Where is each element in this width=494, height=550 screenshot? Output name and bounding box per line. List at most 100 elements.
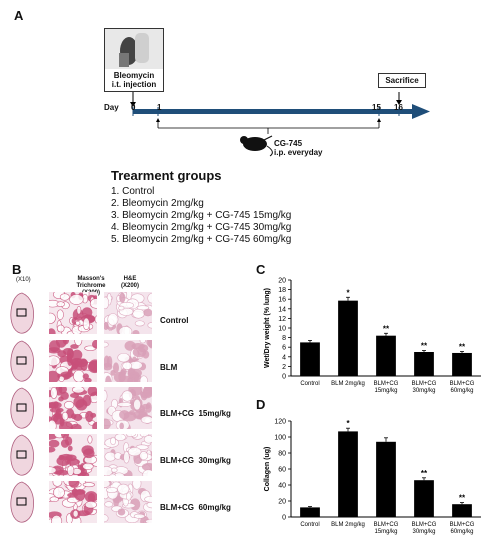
x-tick-label: 60mg/kg <box>450 529 473 535</box>
y-axis-label: Wet/Dry weight (% lung) <box>264 288 271 368</box>
y-tick-label: 120 <box>274 419 286 426</box>
bar <box>452 352 472 376</box>
significance-marker: * <box>346 288 350 297</box>
row-label-cg60: BLM+CG 60mg/kg <box>160 503 231 512</box>
bar <box>300 507 320 517</box>
injection-photo: Bleomycin i.t. injection <box>104 28 164 92</box>
timeline-bar <box>133 109 413 114</box>
x-tick-label: 30mg/kg <box>412 529 435 535</box>
panel-c-letter: C <box>256 262 266 277</box>
bar <box>300 342 320 376</box>
x-tick-label: BLM 2mg/kg <box>331 522 365 528</box>
x-tick-label: 15mg/kg <box>374 529 397 535</box>
row-label-cg15: BLM+CG 15mg/kg <box>160 409 231 418</box>
significance-marker: * <box>346 419 350 428</box>
group-item: 3. Bleomycin 2mg/kg + CG-745 15mg/kg <box>111 210 292 221</box>
group-item: 2. Bleomycin 2mg/kg <box>111 198 204 209</box>
x-tick-label: 60mg/kg <box>450 388 473 394</box>
chart-collagen: 0 20 40 60 80 100 120 Collagen (ug) Control * BLM … <box>264 419 481 535</box>
x-tick-label: Control <box>300 381 319 387</box>
x-tick-label: BLM+CG <box>374 522 399 528</box>
he-header: H&E (X200) <box>110 276 150 290</box>
bar <box>414 352 434 376</box>
y-tick-label: 10 <box>278 326 286 333</box>
injection-label-2: i.t. injection <box>111 80 157 89</box>
x-tick-label: Control <box>300 522 319 528</box>
treatment-label: CG-745 i.p. everyday <box>274 139 322 157</box>
masson-trichrome-image <box>49 434 97 476</box>
injection-illustration <box>105 29 163 69</box>
y-tick-label: 20 <box>278 499 286 506</box>
group-item: 4. Bleomycin 2mg/kg + CG-745 30mg/kg <box>111 222 292 233</box>
x-tick-label: BLM+CG <box>450 522 475 528</box>
treatment-label-2: i.p. everyday <box>274 148 323 157</box>
y-tick-label: 80 <box>278 451 286 458</box>
masson-trichrome-image <box>49 481 97 523</box>
x-tick-label: 15mg/kg <box>374 388 397 394</box>
y-tick-label: 16 <box>278 297 286 304</box>
day-tick-16: 16 <box>394 103 403 112</box>
bar <box>338 300 358 376</box>
y-axis-label: Collagen (ug) <box>264 447 271 492</box>
masson-trichrome-image <box>49 340 97 382</box>
y-tick-label: 14 <box>278 306 286 313</box>
y-tick-label: 40 <box>278 483 286 490</box>
significance-marker: ** <box>459 343 466 352</box>
significance-marker: ** <box>421 469 428 478</box>
injection-label-1: Bleomycin <box>113 71 155 80</box>
group-item: 1. Control <box>111 186 155 197</box>
y-tick-label: 18 <box>278 287 286 294</box>
panel-d-letter: D <box>256 397 266 412</box>
group-item: 5. Bleomycin 2mg/kg + CG-745 60mg/kg <box>111 234 292 245</box>
bar <box>414 480 434 517</box>
lung-whole-thumbnail <box>10 340 34 382</box>
significance-marker: ** <box>421 342 428 351</box>
day-tick-0: 0 <box>131 103 136 112</box>
whole-mag-label: (X10) <box>16 277 31 283</box>
day-label: Day <box>104 103 119 112</box>
bar <box>452 504 472 517</box>
y-tick-label: 6 <box>282 345 286 352</box>
masson-title: Masson's Trichrome <box>76 276 106 289</box>
groups-title: Trearment groups <box>111 168 222 183</box>
y-tick-label: 12 <box>278 316 286 323</box>
y-tick-label: 8 <box>282 335 286 342</box>
timeline-arrowhead <box>412 104 430 119</box>
panel-b-letter: B <box>12 262 22 277</box>
significance-marker: ** <box>459 494 466 503</box>
y-tick-label: 20 <box>278 278 286 285</box>
he-stain-image <box>104 481 152 523</box>
lung-whole-thumbnail <box>10 434 34 476</box>
bar <box>376 335 396 376</box>
y-tick-label: 0 <box>282 515 286 522</box>
row-label-control: Control <box>160 316 189 325</box>
row-label-blm: BLM <box>160 363 178 372</box>
he-stain-image <box>104 292 152 334</box>
he-stain-image <box>104 387 152 429</box>
x-tick-label: BLM+CG <box>374 381 399 387</box>
bar <box>376 441 396 517</box>
x-tick-label: BLM 2mg/kg <box>331 381 365 387</box>
y-tick-label: 100 <box>274 435 286 442</box>
masson-trichrome-image <box>49 292 97 334</box>
mouse-icon <box>240 135 273 157</box>
row-label-cg30: BLM+CG 30mg/kg <box>160 456 231 465</box>
he-mag: (X200) <box>120 283 139 289</box>
y-tick-label: 0 <box>282 374 286 381</box>
panel-a-letter: A <box>14 8 24 23</box>
bar <box>338 431 358 517</box>
masson-trichrome-image <box>49 387 97 429</box>
significance-marker: ** <box>383 324 390 333</box>
day-tick-15: 15 <box>372 103 381 112</box>
y-tick-label: 2 <box>282 364 286 371</box>
y-tick-label: 4 <box>282 354 286 361</box>
lung-whole-thumbnail <box>10 387 34 429</box>
he-stain-image <box>104 434 152 476</box>
x-tick-label: BLM+CG <box>412 522 437 528</box>
he-stain-image <box>104 340 152 382</box>
treatment-label-1: CG-745 <box>274 139 303 148</box>
x-tick-label: BLM+CG <box>412 381 437 387</box>
he-title: H&E <box>123 276 137 282</box>
lung-whole-thumbnail <box>10 481 34 523</box>
chart-wet-dry: 0 2 4 6 8 10 12 14 16 18 20 Wet/Dry weight (% lung)… <box>264 278 481 394</box>
